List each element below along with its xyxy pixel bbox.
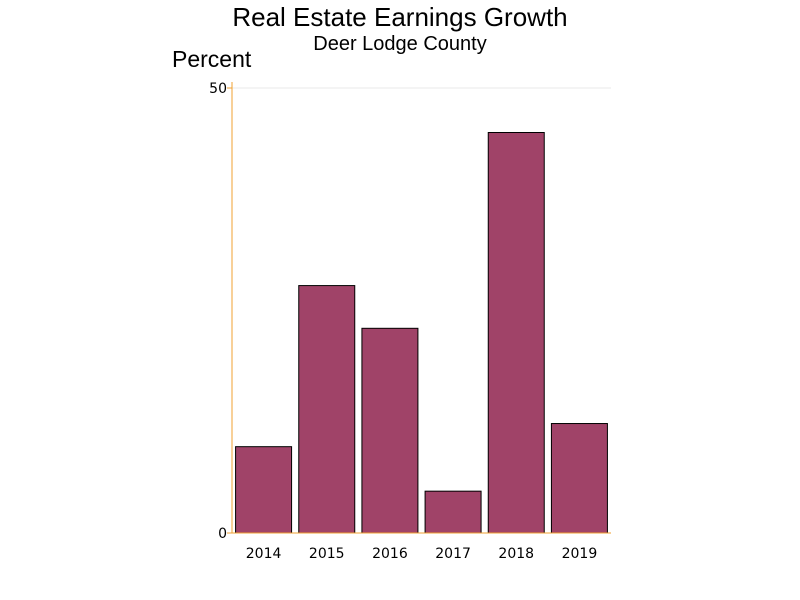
y-ticks: 0 50 xyxy=(209,81,232,542)
x-tick-label: 2019 xyxy=(562,546,598,562)
bar-2014 xyxy=(235,446,293,534)
bar-2018 xyxy=(487,132,545,534)
x-tick-label: 2016 xyxy=(372,546,408,562)
y-tick-label: 50 xyxy=(209,81,227,97)
y-tick-label: 0 xyxy=(218,526,227,542)
x-tick-label: 2018 xyxy=(498,546,534,562)
bar-2016 xyxy=(361,327,419,534)
chart-subtitle: Deer Lodge County xyxy=(313,33,487,55)
bar-2015 xyxy=(298,285,356,534)
x-tick-label: 2017 xyxy=(435,546,471,562)
x-tick-label: 2015 xyxy=(309,546,345,562)
chart-title: Real Estate Earnings Growth xyxy=(232,2,568,32)
x-tick-label: 2014 xyxy=(246,546,282,562)
x-ticks: 2014 2015 2016 2017 2018 2019 xyxy=(246,546,597,562)
bars xyxy=(235,132,608,534)
y-axis-label: Percent xyxy=(172,46,252,72)
bar-2019 xyxy=(550,423,608,534)
axes xyxy=(231,82,611,534)
bar-2017 xyxy=(424,490,482,534)
